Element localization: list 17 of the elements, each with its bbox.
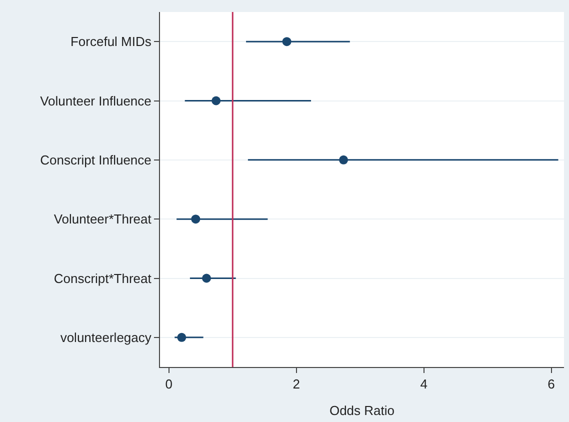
- x-axis-title: Odds Ratio: [329, 403, 395, 418]
- x-tick-label: 0: [165, 376, 173, 392]
- point: [202, 274, 212, 283]
- y-tick-label: Volunteer Influence: [40, 93, 152, 108]
- y-tick-label: Conscript Influence: [40, 152, 152, 168]
- point: [212, 96, 221, 106]
- x-tick-label: 6: [548, 376, 555, 392]
- y-tick-label: Forceful MIDs: [70, 34, 152, 50]
- point: [177, 332, 186, 342]
- x-tick-label: 2: [292, 376, 300, 392]
- y-tick-label: volunteerlegacy: [60, 330, 152, 345]
- point: [339, 155, 348, 164]
- point: [191, 214, 200, 224]
- y-tick-label: Volunteer*Threat: [54, 212, 152, 227]
- x-tick-label: 4: [420, 376, 428, 392]
- point: [282, 37, 292, 46]
- y-tick-label: Conscript*Threat: [54, 270, 152, 286]
